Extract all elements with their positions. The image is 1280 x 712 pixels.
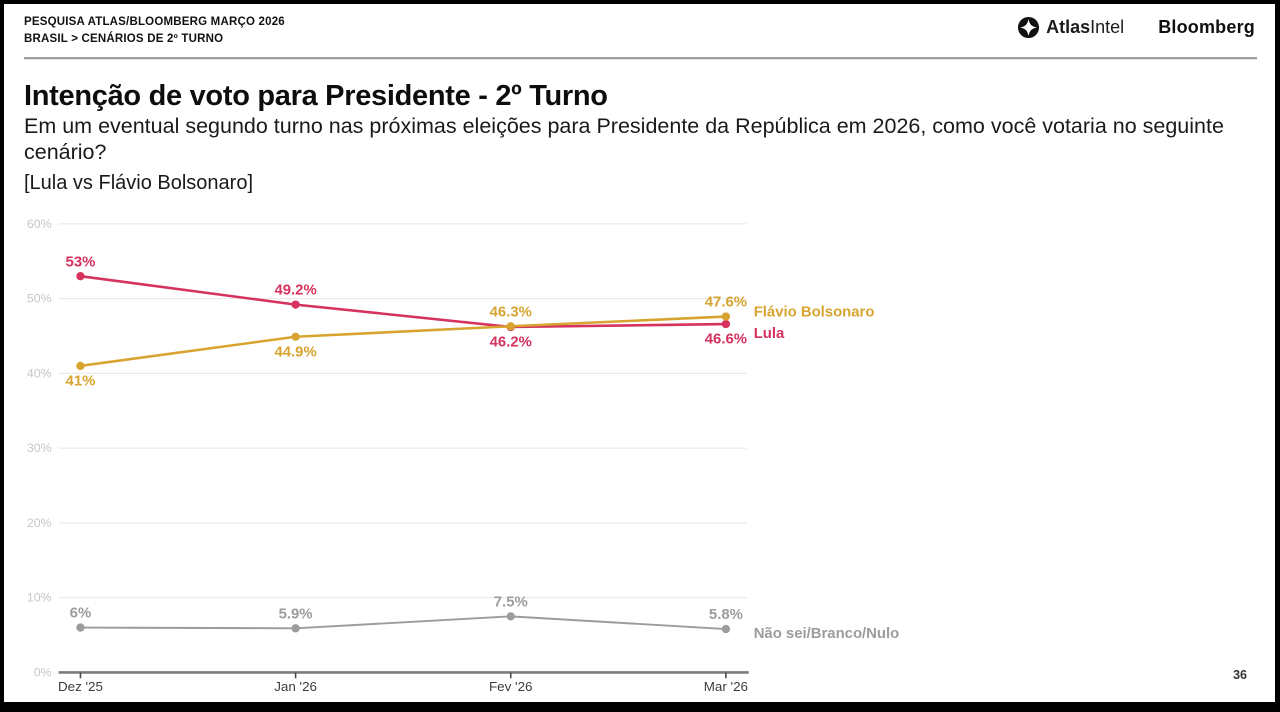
data-point [76,361,85,371]
page-title: Intenção de voto para Presidente - 2º Tu… [24,80,608,112]
data-point-label: 47.6% [705,295,747,311]
data-point [506,322,515,331]
data-point-label: 6% [70,606,92,622]
y-axis-tick-label: 50% [27,292,52,306]
data-point-label: 5.8% [709,607,743,623]
data-point [76,272,85,281]
series-legend-label: Lula [754,326,785,342]
breadcrumb: BRASIL > CENÁRIOS DE 2º TURNO [24,32,224,45]
chart-svg: 0% 10% 20% 30% 40% 50% 60% Dez '25 Jan '26 Fev '2… [27,217,900,694]
header-divider [24,57,1257,59]
atlasintel-icon [1018,16,1040,39]
data-point [291,300,300,309]
page-number: 36 [1233,668,1247,682]
data-point-label: 46.2% [490,335,532,351]
x-axis-tick-label: Dez '25 [58,679,103,694]
bloomberg-logo: Bloomberg [1158,17,1255,37]
report-title-line: PESQUISA ATLAS/BLOOMBERG MARÇO 2026 [24,16,285,28]
series-line [80,274,726,329]
atlasintel-wordmark: AtlasIntel [1046,17,1124,38]
atlasintel-wordmark-bold: Atlas [1046,17,1091,37]
question-text: Em um eventual segundo turno nas próxima… [24,114,1224,165]
data-point [721,319,731,329]
data-point [76,623,85,632]
series-legend-label: Não sei/Branco/Nulo [754,626,900,642]
x-axis-tick-label: Fev '26 [489,679,532,694]
atlasintel-logo: AtlasIntel [1017,16,1124,39]
y-axis-tick-label: 40% [27,366,52,380]
y-axis-tick-label: 30% [27,441,52,455]
atlasintel-wordmark-light: Intel [1090,17,1125,37]
slide-page: PESQUISA ATLAS/BLOOMBERG MARÇO 2026 BRAS… [4,4,1275,702]
data-point [291,624,300,633]
series-line [80,615,726,631]
data-point-label: 41% [66,374,96,390]
y-axis-tick-label: 20% [27,516,52,530]
data-point-label: 5.9% [279,606,313,622]
x-axis-tick-label: Mar '26 [704,679,748,694]
logos-row: AtlasIntel Bloomberg [1017,16,1255,39]
y-axis-tick-label: 0% [34,665,52,679]
data-point-label: 44.9% [275,345,317,361]
series-line [80,315,726,368]
x-axis-tick-label: Jan '26 [274,679,317,694]
scenario-label: [Lula vs Flávio Bolsonaro] [24,172,254,194]
data-point-label: 53% [66,254,96,270]
data-point [291,332,300,341]
data-point [721,312,731,321]
series-legend-label: Flávio Bolsonaro [754,305,875,321]
data-point-label: 46.3% [490,304,532,320]
data-point [506,612,515,621]
y-axis-tick-label: 10% [27,591,52,605]
data-point-label: 7.5% [494,595,528,611]
y-axis-tick-label: 60% [27,217,52,231]
report-header: PESQUISA ATLAS/BLOOMBERG MARÇO 2026 BRAS… [24,14,285,47]
data-point-label: 46.6% [705,332,747,348]
data-point [721,624,731,634]
data-point-label: 49.2% [275,283,317,299]
